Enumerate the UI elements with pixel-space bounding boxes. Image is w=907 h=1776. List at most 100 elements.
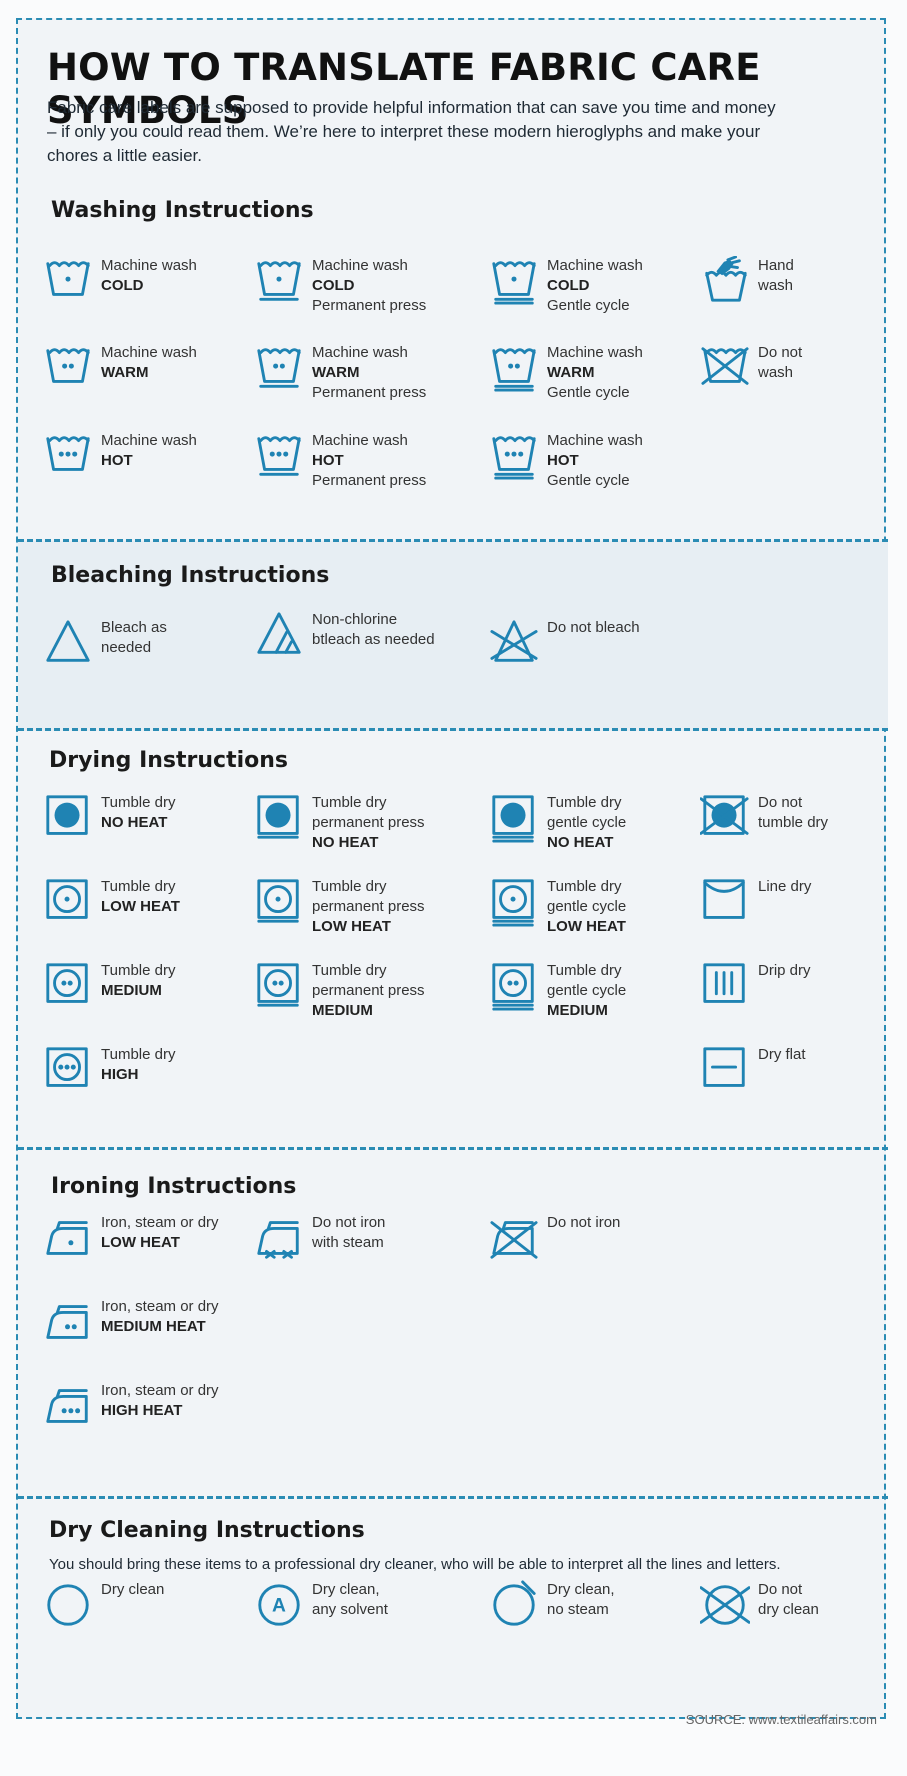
label-line: LOW HEAT	[312, 918, 391, 935]
item-label: Drip dry	[758, 961, 811, 981]
label-line: NO HEAT	[312, 834, 379, 851]
tumble-dry-permanent-press-low-item: Tumble dry permanent press LOW HEAT	[254, 877, 425, 937]
label-line: Iron, steam or dry	[101, 1298, 219, 1315]
label-line: COLD	[547, 277, 590, 294]
item-label: Do not wash	[758, 343, 802, 383]
wash-hot-item: Machine wash HOT	[43, 431, 197, 481]
label-line: HOT	[547, 452, 579, 469]
label-line: any solvent	[312, 1601, 388, 1618]
dry-flat-icon	[700, 1045, 750, 1095]
infographic-frame	[16, 18, 886, 1719]
item-label: Machine wash COLD Gentle cycle	[547, 256, 643, 316]
item-label: Hand wash	[758, 256, 794, 296]
ironing-title: Ironing Instructions	[51, 1174, 297, 1199]
dry-clean-item: Dry clean	[43, 1580, 164, 1630]
tumble-dry-high-item: Tumble dry HIGH	[43, 1045, 175, 1095]
line-dry-icon	[700, 877, 750, 927]
label-line: LOW HEAT	[101, 1234, 180, 1251]
label-line: Machine wash	[101, 432, 197, 449]
label-line: Machine wash	[312, 257, 408, 274]
label-line: gentle cycle	[547, 982, 627, 999]
do-not-wash-item: Do not wash	[700, 343, 802, 393]
tumble-dry-gentle-low-icon	[489, 877, 539, 927]
item-label: Machine wash WARM Gentle cycle	[547, 343, 643, 403]
label-line: MEDIUM HEAT	[101, 1318, 206, 1335]
label-line: LOW HEAT	[101, 898, 180, 915]
label-line: Tumble dry	[547, 794, 622, 811]
item-label: Non-chlorine btleach as needed	[312, 610, 435, 650]
tumble-dry-permanent-press-medium-icon	[254, 961, 304, 1011]
item-label: Line dry	[758, 877, 811, 897]
solvent-letter: A	[272, 1596, 286, 1617]
label-line: Permanent press	[312, 472, 427, 489]
dry-cleaning-title: Dry Cleaning Instructions	[49, 1518, 365, 1543]
tumble-dry-permanent-press-low-icon	[254, 877, 304, 927]
label-line: WARM	[312, 364, 360, 381]
wash-cold-permanent-press-icon	[254, 256, 304, 306]
do-not-dry-clean-item: Do not dry clean	[700, 1580, 819, 1630]
wash-hot-permanent-press-item: Machine wash HOT Permanent press	[254, 431, 426, 491]
item-label: Machine wash WARM Permanent press	[312, 343, 426, 403]
bleaching-title: Bleaching Instructions	[51, 563, 330, 588]
item-label: Dry clean	[101, 1580, 164, 1600]
label-line: Dry clean,	[547, 1581, 615, 1598]
source-credit: SOURCE: www.textileaffairs.com	[685, 1712, 877, 1727]
label-line: MEDIUM	[101, 982, 162, 999]
label-line: Hand	[758, 257, 794, 274]
wash-cold-item: Machine wash COLD	[43, 256, 197, 306]
iron-medium-heat-item: Iron, steam or dry MEDIUM HEAT	[43, 1297, 219, 1347]
dry-flat-item: Dry flat	[700, 1045, 806, 1095]
label-line: WARM	[101, 364, 149, 381]
label-line: Line dry	[758, 878, 812, 895]
label-line: Gentle cycle	[547, 384, 630, 401]
do-not-wash-icon	[700, 343, 750, 393]
wash-cold-icon	[43, 256, 93, 306]
tumble-dry-gentle-medium-item: Tumble dry gentle cycle MEDIUM	[489, 961, 626, 1021]
item-label: Machine wash COLD	[101, 256, 197, 296]
label-line: tumble dry	[758, 814, 829, 831]
item-label: Bleach as needed	[101, 618, 167, 658]
label-line: no steam	[547, 1601, 609, 1618]
bleaching-background	[18, 541, 888, 731]
do-not-dry-clean-icon	[700, 1580, 750, 1630]
section-divider	[18, 728, 888, 731]
label-line: wash	[758, 364, 794, 381]
wash-warm-gentle-icon	[489, 343, 539, 393]
wash-cold-gentle-icon	[489, 256, 539, 306]
dry-clean-no-steam-item: Dry clean, no steam	[489, 1580, 615, 1630]
label-line: Tumble dry	[547, 878, 622, 895]
item-label: Tumble dry MEDIUM	[101, 961, 175, 1001]
label-line: Machine wash	[101, 257, 197, 274]
item-label: Machine wash WARM	[101, 343, 197, 383]
label-line: Do not bleach	[547, 619, 640, 636]
tumble-dry-permanent-press-no-heat-item: Tumble dry permanent press NO HEAT	[254, 793, 425, 853]
item-label: Tumble dry gentle cycle MEDIUM	[547, 961, 626, 1021]
section-divider	[18, 1147, 888, 1150]
page-title: HOW TO TRANSLATE FABRIC CARE SYMBOLS	[47, 46, 761, 132]
wash-hot-icon	[43, 431, 93, 481]
label-line: Tumble dry	[101, 794, 176, 811]
label-line: Tumble dry	[547, 962, 622, 979]
label-line: dry clean	[758, 1601, 819, 1618]
tumble-dry-gentle-no-heat-icon	[489, 793, 539, 843]
label-line: Tumble dry	[312, 878, 387, 895]
label-line: Machine wash	[312, 432, 408, 449]
iron-low-heat-icon	[43, 1213, 93, 1263]
label-line: Do not	[758, 794, 803, 811]
non-chlorine-bleach-item: Non-chlorine btleach as needed	[254, 610, 435, 660]
wash-warm-icon	[43, 343, 93, 393]
wash-cold-permanent-press-item: Machine wash COLD Permanent press	[254, 256, 426, 316]
tumble-dry-low-item: Tumble dry LOW HEAT	[43, 877, 180, 927]
item-label: Tumble dry gentle cycle LOW HEAT	[547, 877, 626, 937]
label-line: Dry clean	[101, 1581, 165, 1598]
item-label: Do not iron	[547, 1213, 620, 1233]
label-line: gentle cycle	[547, 898, 627, 915]
label-line: gentle cycle	[547, 814, 627, 831]
hand-wash-item: Hand wash	[700, 256, 794, 306]
tumble-dry-permanent-press-no-heat-icon	[254, 793, 304, 843]
wash-warm-gentle-item: Machine wash WARM Gentle cycle	[489, 343, 643, 403]
wash-warm-permanent-press-item: Machine wash WARM Permanent press	[254, 343, 426, 403]
label-line: MEDIUM	[312, 1002, 373, 1019]
intro-text: Fabric care labels are supposed to provi…	[47, 98, 776, 165]
item-label: Dry clean, no steam	[547, 1580, 615, 1620]
